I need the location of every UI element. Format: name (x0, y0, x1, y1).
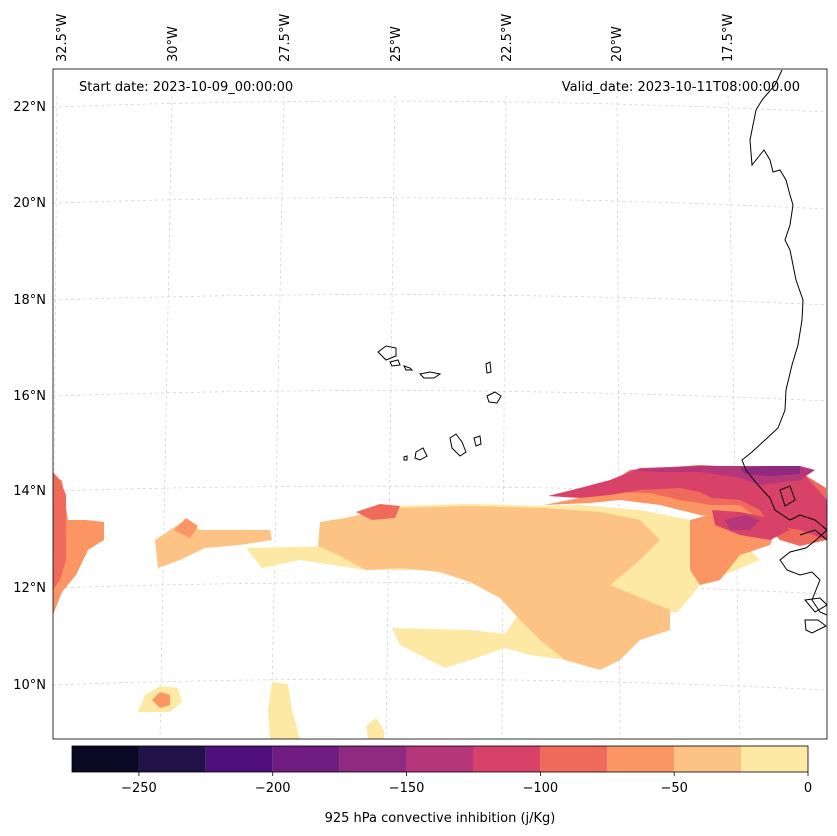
valid-date-label: Valid_date: 2023-10-11T08:00:00.00 (562, 80, 800, 95)
african-coastline (741, 69, 827, 616)
colorbar-tick-label-4: −50 (660, 781, 687, 796)
colorbar-swatch-10 (741, 746, 808, 772)
colorbar-swatch-6 (473, 746, 541, 772)
colorbar-swatch-8 (607, 746, 675, 772)
parallel-22n (53, 100, 827, 113)
lon-label-20w: 20°W (610, 26, 625, 62)
island-santo-antao (377, 345, 397, 361)
meridian-17-5w (727, 95, 741, 739)
lon-label-32-5w: 32.5°W (55, 14, 70, 62)
contour-band-pale-dot (366, 718, 384, 739)
lon-label-27-5w: 27.5°W (278, 14, 293, 62)
colorbar: −250 −200 −150 −100 −50 0 925 hPa convective … (71, 745, 812, 826)
meridian-22-5w (501, 95, 507, 739)
contour-band-orange-sw (152, 692, 170, 708)
island-sao-vicente (389, 359, 401, 367)
colorbar-swatch-9 (674, 746, 742, 772)
colorbar-label: 925 hPa convective inhibition (j/Kg) (325, 811, 556, 826)
lat-label-14n: 14°N (13, 484, 46, 499)
contour-band-magenta-2 (725, 515, 760, 530)
island-fogo (414, 447, 428, 461)
contour-band-coral-ne (356, 504, 400, 520)
lon-label-30w: 30°W (166, 26, 181, 62)
coastline-detail-3 (804, 597, 827, 613)
lat-label-18n: 18°N (13, 293, 46, 308)
colorbar-ticks: −250 −200 −150 −100 −50 0 (121, 772, 812, 796)
colorbar-tick-label-5: 0 (804, 781, 812, 796)
coastline-detail-1 (779, 485, 796, 507)
colorbar-swatch-1 (138, 746, 206, 772)
contour-band-light-orange (318, 506, 670, 670)
colorbar-swatch-4 (339, 746, 407, 772)
coastlines (377, 69, 827, 634)
latitude-labels: 22°N 20°N 18°N 16°N 14°N 12°N 10°N (13, 100, 46, 693)
colorbar-swatch-3 (272, 746, 340, 772)
lat-label-20n: 20°N (13, 196, 46, 211)
island-santa-luzia (403, 365, 414, 371)
colorbar-tick-label-0: −250 (121, 781, 157, 796)
island-sal (485, 361, 492, 374)
contour-band-orange-2 (174, 518, 198, 538)
longitude-labels: 32.5°W 30°W 27.5°W 25°W 22.5°W 20°W 17.5… (55, 14, 736, 62)
colorbar-swatch-5 (406, 746, 474, 772)
meridian-27-5w (270, 95, 285, 739)
parallel-10n (53, 678, 827, 691)
parallel-16n (53, 390, 827, 402)
parallel-14n (53, 485, 827, 498)
meridian-25w (385, 95, 396, 739)
colorbar-tick-label-1: −200 (255, 781, 291, 796)
parallel-20n (53, 197, 827, 210)
lat-label-12n: 12°N (13, 581, 46, 596)
lat-label-10n: 10°N (13, 678, 46, 693)
contour-band-pale-south (268, 682, 300, 739)
lon-label-25w: 25°W (389, 26, 404, 62)
map-frame (52, 68, 828, 740)
parallel-18n (53, 294, 827, 306)
lat-label-22n: 22°N (13, 100, 46, 115)
colorbar-swatch-0 (72, 746, 139, 772)
lon-label-17-5w: 17.5°W (721, 14, 736, 62)
colorbar-tick-label-3: −100 (523, 781, 559, 796)
lon-label-22-5w: 22.5°W (500, 14, 515, 62)
parallel-12n (53, 582, 827, 595)
colorbar-frame (71, 745, 809, 773)
contour-band-coral-west (53, 472, 66, 590)
colorbar-swatch-2 (205, 746, 273, 772)
map-background (53, 69, 827, 739)
start-date-label: Start date: 2023-10-09_00:00:00 (79, 80, 293, 95)
island-sao-nicolau (418, 371, 442, 379)
island-santiago (449, 433, 467, 457)
lat-label-16n: 16°N (13, 389, 46, 404)
island-boa-vista (486, 391, 502, 404)
contour-band-plum (740, 466, 800, 476)
coastline-detail-2 (799, 529, 827, 541)
map-panel (53, 69, 827, 739)
colorbar-swatch-7 (540, 746, 608, 772)
meridian-30w (159, 95, 173, 739)
colorbar-tick-label-2: −150 (389, 781, 425, 796)
colorbar-swatches (72, 746, 808, 772)
coastline-detail-4 (804, 619, 827, 634)
island-brava (403, 455, 408, 461)
island-maio (473, 435, 482, 447)
